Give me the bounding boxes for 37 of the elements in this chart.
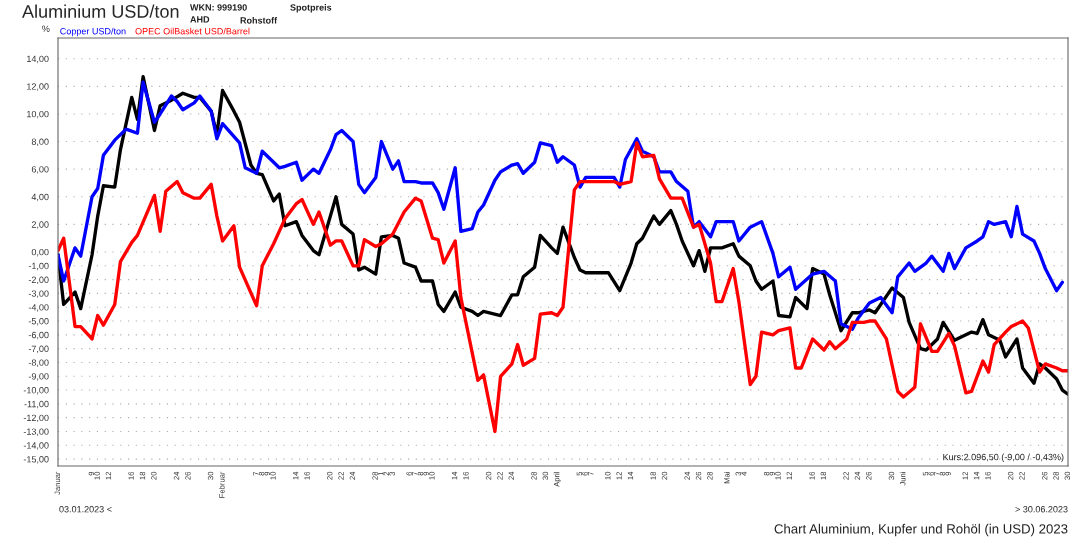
text: Copper USD/ton bbox=[60, 27, 126, 37]
text: Chart Aluminium, Kupfer und Rohöl (in USD) 2023 bbox=[774, 523, 1068, 537]
y-tick-label: -6,00 bbox=[28, 331, 49, 340]
y-tick-label: 0,00 bbox=[31, 248, 49, 257]
text: > 30.06.2023 bbox=[1015, 506, 1068, 513]
y-tick-label: -3,00 bbox=[28, 290, 49, 298]
y-tick-label: 4,00 bbox=[31, 193, 49, 202]
y-tick-label: 12,00 bbox=[27, 83, 49, 91]
y-axis-title: % bbox=[42, 25, 50, 32]
y-tick-label: -12,00 bbox=[23, 414, 49, 423]
y-tick-label: -15,00 bbox=[23, 456, 49, 464]
y-tick-label: -7,00 bbox=[28, 345, 49, 354]
y-tick-label: 10,00 bbox=[27, 110, 49, 119]
text: Rohstoff bbox=[240, 17, 278, 24]
annotation: Kurs:2.096,50 (-9,00 / -0,43%) bbox=[943, 453, 1064, 462]
y-tick-label: -1,00 bbox=[28, 262, 49, 271]
y-tick-label: 8,00 bbox=[31, 138, 49, 146]
text: AHD bbox=[190, 16, 210, 23]
line-series bbox=[58, 141, 1068, 434]
y-tick-label: 2,00 bbox=[31, 221, 49, 229]
y-tick-label: -10,00 bbox=[23, 387, 49, 395]
y-tick-label: -11,00 bbox=[24, 400, 49, 409]
line-series bbox=[58, 80, 1064, 331]
y-tick-label: -14,00 bbox=[23, 442, 49, 450]
text: 03.01.2023 < bbox=[59, 506, 112, 513]
text: OPEC OilBasket USD/Barrel bbox=[135, 27, 250, 35]
y-tick-label: -2,00 bbox=[28, 276, 49, 285]
text: Spotpreis bbox=[290, 4, 332, 13]
chart-title: Aluminium USD/ton bbox=[22, 4, 179, 18]
text: WKN: 999190 bbox=[190, 4, 247, 11]
y-tick-label: -9,00 bbox=[28, 373, 49, 381]
y-tick-label: -5,00 bbox=[28, 318, 49, 326]
y-tick-label: 6,00 bbox=[31, 166, 49, 174]
y-tick-label: -4,00 bbox=[28, 304, 49, 312]
y-tick-label: -13,00 bbox=[23, 428, 49, 436]
y-tick-label: 14,00 bbox=[27, 55, 49, 64]
y-tick-label: -8,00 bbox=[28, 359, 49, 367]
